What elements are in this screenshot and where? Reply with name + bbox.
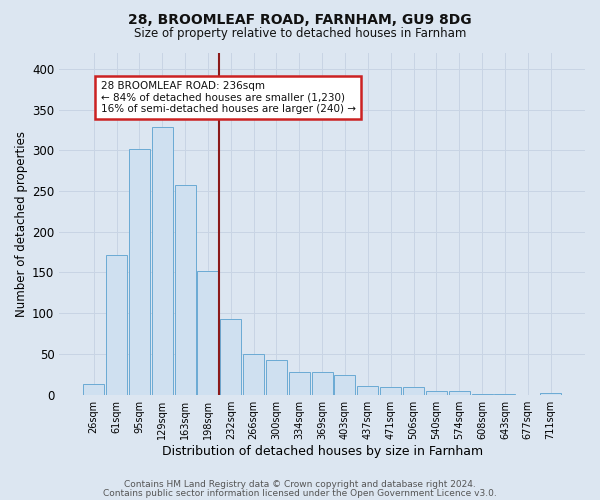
X-axis label: Distribution of detached houses by size in Farnham: Distribution of detached houses by size … — [161, 444, 483, 458]
Bar — [243, 354, 264, 395]
Bar — [358, 386, 379, 394]
Bar — [129, 150, 150, 394]
Bar — [540, 393, 561, 394]
Bar — [266, 360, 287, 394]
Text: 28 BROOMLEAF ROAD: 236sqm
← 84% of detached houses are smaller (1,230)
16% of se: 28 BROOMLEAF ROAD: 236sqm ← 84% of detac… — [101, 81, 356, 114]
Bar — [83, 384, 104, 394]
Text: Contains HM Land Registry data © Crown copyright and database right 2024.: Contains HM Land Registry data © Crown c… — [124, 480, 476, 489]
Bar — [334, 375, 355, 394]
Text: 28, BROOMLEAF ROAD, FARNHAM, GU9 8DG: 28, BROOMLEAF ROAD, FARNHAM, GU9 8DG — [128, 12, 472, 26]
Bar — [197, 271, 218, 394]
Text: Contains public sector information licensed under the Open Government Licence v3: Contains public sector information licen… — [103, 490, 497, 498]
Bar — [152, 128, 173, 394]
Bar — [311, 372, 332, 394]
Bar — [449, 392, 470, 394]
Bar — [380, 386, 401, 394]
Bar — [289, 372, 310, 394]
Bar — [220, 319, 241, 394]
Text: Size of property relative to detached houses in Farnham: Size of property relative to detached ho… — [134, 28, 466, 40]
Bar — [403, 386, 424, 394]
Bar — [175, 186, 196, 394]
Bar — [106, 254, 127, 394]
Y-axis label: Number of detached properties: Number of detached properties — [15, 130, 28, 316]
Bar — [426, 392, 447, 394]
